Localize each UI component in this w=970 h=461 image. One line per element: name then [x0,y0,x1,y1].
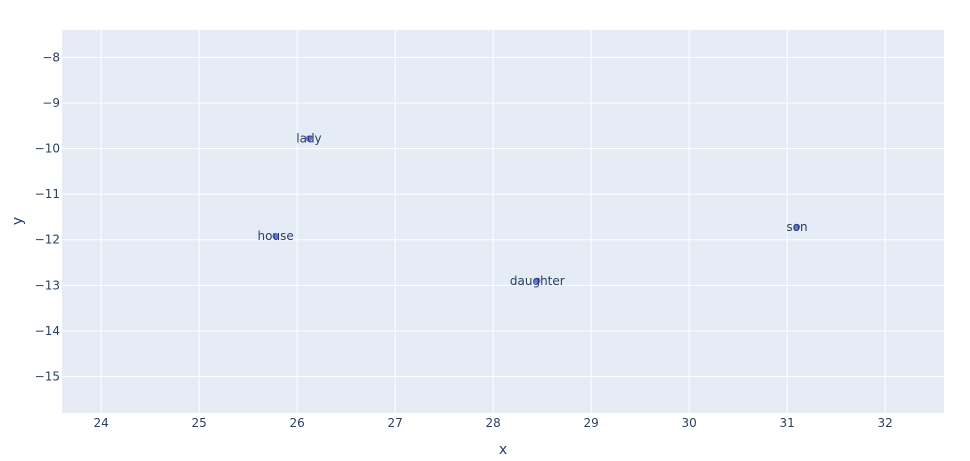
x-tick-label: 24 [94,416,109,430]
y-tick-label: −11 [35,187,60,201]
x-axis-title: x [499,442,507,457]
data-points: lady house daughter son [258,132,808,288]
x-tick-label: 28 [486,416,501,430]
x-tick-label: 27 [388,416,403,430]
data-point-label: daughter [510,274,565,288]
data-point-marker [793,223,801,231]
x-tick-labels: 24 25 26 27 28 29 30 31 32 [94,416,893,430]
y-tick-label: −15 [35,370,60,384]
data-point-label: lady [296,132,321,146]
x-tick-label: 29 [584,416,599,430]
x-tick-label: 30 [682,416,697,430]
x-gridlines [100,30,886,413]
y-tick-label: −13 [35,278,60,292]
y-tick-labels: −8 −9 −10 −11 −12 −13 −14 −15 [35,50,60,383]
y-axis-title: y [10,217,26,225]
y-gridlines [62,56,944,378]
data-point-marker [272,232,279,240]
data-point-label: house [258,229,294,243]
x-tick-label: 31 [780,416,795,430]
data-point-marker [305,135,313,142]
y-tick-label: −9 [42,96,60,110]
x-tick-label: 32 [878,416,893,430]
y-tick-label: −8 [42,50,60,64]
y-tick-label: −12 [35,233,60,247]
y-tick-label: −14 [35,324,60,338]
data-point-marker [534,277,541,284]
y-tick-label: −10 [35,142,60,156]
plot-area [62,30,944,413]
x-tick-label: 26 [290,416,305,430]
x-tick-label: 25 [192,416,207,430]
data-point-label: son [786,220,807,234]
